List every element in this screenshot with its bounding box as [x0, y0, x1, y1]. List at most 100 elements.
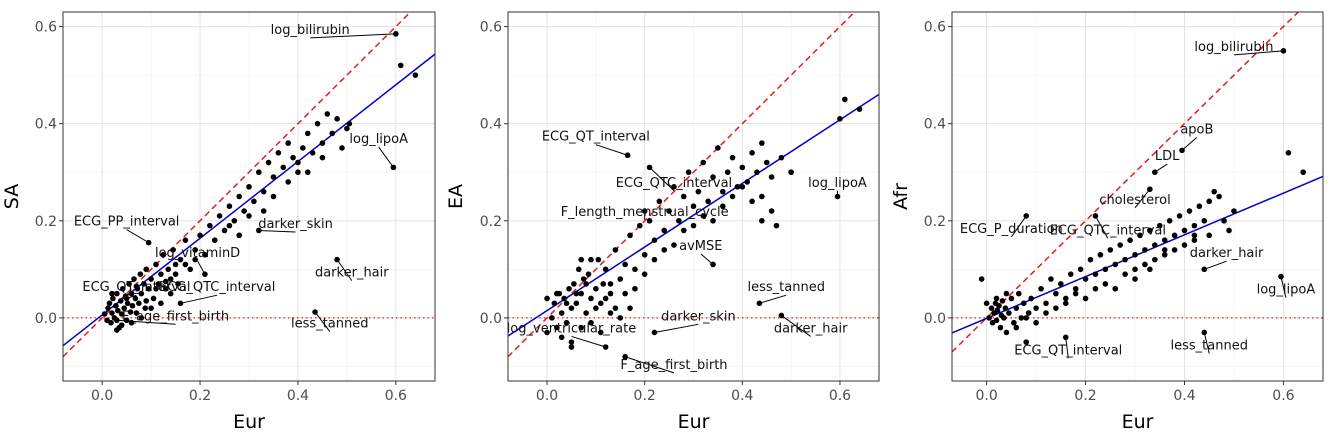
- data-point: [1147, 266, 1153, 273]
- point-label: log_bilirubin: [271, 23, 350, 38]
- data-point: [588, 256, 594, 263]
- data-point: [622, 261, 628, 268]
- data-point: [986, 315, 992, 321]
- data-point: [109, 290, 115, 297]
- point-label: log_ventricular_rate: [507, 321, 637, 336]
- data-point: [1107, 247, 1114, 253]
- data-point: [197, 232, 203, 239]
- labeled-data-point: [646, 164, 653, 171]
- data-point: [126, 281, 132, 287]
- data-point: [153, 261, 159, 268]
- data-point: [172, 271, 179, 277]
- panel-border: [62, 11, 436, 382]
- data-point: [1196, 203, 1203, 210]
- data-point: [167, 290, 174, 297]
- data-point: [221, 227, 228, 234]
- labeled-data-point: [710, 261, 716, 268]
- data-point: [1112, 261, 1119, 268]
- data-point: [1300, 169, 1307, 176]
- data-point: [138, 290, 145, 297]
- data-point: [690, 222, 697, 229]
- data-point: [172, 261, 179, 268]
- y-tick-label: 0.2: [924, 214, 946, 230]
- data-point: [759, 193, 765, 200]
- data-point: [1166, 217, 1173, 224]
- data-point: [1002, 305, 1009, 311]
- data-point: [226, 222, 233, 229]
- data-point: [1011, 319, 1017, 326]
- point-label: ECG_P_duration: [960, 222, 1063, 237]
- data-point: [561, 295, 567, 302]
- data-point: [773, 222, 780, 229]
- point-label: ECG_QT_interval: [82, 280, 190, 295]
- y-tick-label: 0.6: [924, 20, 946, 36]
- x-tick-label: 0.4: [287, 388, 309, 404]
- data-point: [1221, 217, 1227, 224]
- y-tick-label: 0.0: [924, 311, 946, 327]
- labeled-data-point: [651, 329, 658, 336]
- data-point: [580, 276, 587, 282]
- point-label: darker_skin: [661, 309, 736, 324]
- regression-line: [508, 93, 879, 337]
- data-point: [641, 271, 648, 277]
- data-point: [563, 300, 570, 307]
- data-point: [170, 247, 176, 253]
- labeled-data-point: [145, 239, 152, 246]
- point-label: apoB: [1180, 122, 1213, 137]
- point-label: less_tanned: [1171, 338, 1248, 353]
- y-axis-title: Afr: [890, 183, 912, 210]
- data-point: [1176, 213, 1183, 219]
- label-connector: [1065, 337, 1069, 359]
- data-point: [1161, 247, 1168, 253]
- data-point: [285, 179, 291, 185]
- data-point: [113, 302, 119, 309]
- data-point: [1171, 232, 1178, 239]
- data-point: [1015, 290, 1022, 297]
- labeled-data-point: [1201, 329, 1208, 336]
- data-point: [1147, 227, 1153, 234]
- data-point: [290, 154, 296, 161]
- data-point: [749, 150, 755, 156]
- data-point: [597, 329, 604, 336]
- data-point: [1226, 227, 1232, 234]
- data-point: [671, 183, 677, 190]
- data-point: [314, 120, 321, 127]
- data-point: [597, 300, 604, 307]
- data-point: [1285, 150, 1292, 156]
- data-point: [1082, 276, 1089, 282]
- data-point: [270, 193, 277, 200]
- data-point: [309, 150, 316, 156]
- data-point: [1013, 324, 1020, 331]
- data-point: [137, 271, 144, 277]
- data-point: [131, 276, 137, 282]
- data-point: [1038, 285, 1044, 292]
- data-point: [108, 319, 114, 326]
- data-point: [334, 116, 340, 122]
- data-point: [1117, 242, 1123, 248]
- data-point: [1020, 300, 1027, 307]
- data-point: [734, 183, 741, 190]
- data-point: [710, 217, 716, 224]
- point-label: darker_hair: [774, 321, 848, 336]
- data-point: [106, 300, 113, 307]
- data-point: [119, 285, 126, 292]
- data-point: [1053, 290, 1059, 297]
- data-point: [121, 305, 127, 311]
- data-point: [158, 300, 164, 307]
- data-point: [207, 222, 213, 229]
- data-point: [1062, 295, 1069, 302]
- data-point: [304, 130, 311, 137]
- data-point: [842, 96, 848, 103]
- data-point: [226, 203, 233, 210]
- x-tick-label: 0.4: [731, 388, 753, 404]
- data-point: [304, 169, 311, 176]
- x-tick-label: 0.2: [634, 388, 656, 404]
- data-point: [132, 295, 139, 302]
- y-tick-label: 0.6: [35, 20, 57, 36]
- point-label: F_length_menstrual_cycle: [561, 205, 729, 220]
- data-point: [133, 283, 140, 290]
- data-point: [554, 290, 560, 297]
- x-tick-label: 0.4: [1173, 388, 1195, 404]
- data-point: [260, 208, 267, 214]
